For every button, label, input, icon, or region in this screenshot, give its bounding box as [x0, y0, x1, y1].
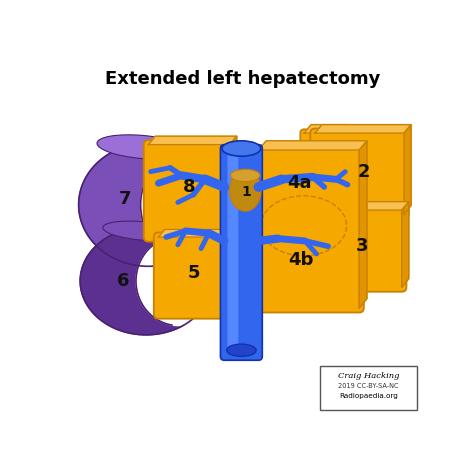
FancyBboxPatch shape	[220, 145, 262, 360]
Polygon shape	[136, 237, 221, 326]
FancyBboxPatch shape	[319, 366, 417, 410]
Polygon shape	[315, 201, 409, 210]
Text: 5: 5	[188, 264, 201, 282]
Text: 2019 CC-BY-SA-NC: 2019 CC-BY-SA-NC	[338, 383, 399, 389]
Text: 8: 8	[183, 178, 196, 196]
Text: 7: 7	[119, 190, 131, 208]
Text: 3: 3	[356, 237, 368, 255]
Polygon shape	[141, 152, 230, 257]
Text: 2: 2	[357, 163, 370, 181]
Polygon shape	[230, 229, 236, 314]
Text: 4b: 4b	[288, 251, 314, 269]
Polygon shape	[359, 141, 367, 308]
Polygon shape	[230, 136, 237, 237]
FancyBboxPatch shape	[144, 140, 235, 242]
Text: 4a: 4a	[287, 174, 312, 192]
Polygon shape	[79, 143, 218, 266]
Polygon shape	[148, 136, 237, 145]
Polygon shape	[258, 141, 367, 150]
FancyBboxPatch shape	[228, 151, 238, 354]
Polygon shape	[404, 125, 411, 214]
Ellipse shape	[230, 171, 261, 211]
Text: Radiopaedia.org: Radiopaedia.org	[339, 392, 398, 399]
Text: 6: 6	[118, 272, 130, 290]
Ellipse shape	[230, 169, 260, 182]
Polygon shape	[343, 125, 350, 287]
Polygon shape	[304, 125, 350, 133]
Polygon shape	[80, 227, 212, 335]
FancyBboxPatch shape	[310, 206, 406, 292]
Text: Craig Hacking: Craig Hacking	[337, 372, 399, 380]
Polygon shape	[315, 125, 411, 133]
Ellipse shape	[222, 141, 261, 156]
FancyBboxPatch shape	[300, 129, 347, 291]
Text: Extended left hepatectomy: Extended left hepatectomy	[105, 70, 381, 88]
Text: 1: 1	[242, 185, 252, 200]
Polygon shape	[402, 201, 409, 287]
Ellipse shape	[103, 221, 182, 241]
FancyBboxPatch shape	[310, 128, 409, 219]
Ellipse shape	[227, 344, 256, 356]
Ellipse shape	[97, 135, 187, 159]
FancyBboxPatch shape	[154, 232, 235, 319]
Polygon shape	[158, 229, 236, 237]
FancyBboxPatch shape	[254, 146, 364, 312]
